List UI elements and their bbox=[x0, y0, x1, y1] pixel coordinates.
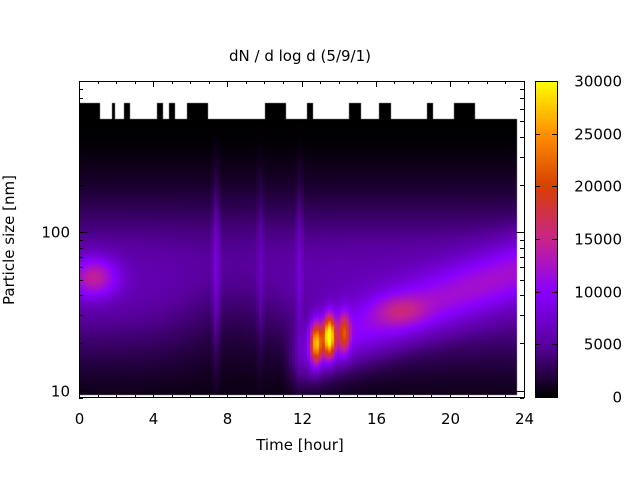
colorbar-tick-label: 30000 bbox=[574, 73, 622, 91]
colorbar-tick-label: 0 bbox=[612, 389, 622, 407]
heatmap bbox=[79, 81, 524, 398]
colorbar-tick-label: 5000 bbox=[584, 336, 622, 354]
chart-title: dN / d log d (5/9/1) bbox=[229, 47, 371, 65]
y-tick-label: 10 bbox=[51, 383, 70, 401]
colorbar-tick-label: 20000 bbox=[574, 178, 622, 196]
colorbar-ticks: 0 5000 10000 15000 20000 25000 30000 bbox=[535, 73, 622, 407]
x-axis-label: Time [hour] bbox=[255, 436, 344, 454]
x-tick-label: 20 bbox=[441, 410, 460, 428]
x-tick-label: 4 bbox=[149, 410, 159, 428]
x-tick-label: 0 bbox=[75, 410, 85, 428]
x-tick-label: 8 bbox=[223, 410, 233, 428]
colorbar-tick-label: 15000 bbox=[574, 231, 622, 249]
x-tick-label: 16 bbox=[367, 410, 386, 428]
colorbar-tick-label: 25000 bbox=[574, 126, 622, 144]
y-tick-label: 100 bbox=[41, 224, 70, 242]
x-tick-label: 12 bbox=[293, 410, 312, 428]
colorbar-tick-label: 10000 bbox=[574, 284, 622, 302]
y-axis: 10 100 bbox=[41, 81, 524, 401]
x-axis: 0 4 8 12 16 20 24 bbox=[75, 81, 534, 428]
colorbar: 0 5000 10000 15000 20000 25000 30000 bbox=[535, 73, 622, 407]
plot-area: 0 4 8 12 16 20 24 10 100 bbox=[41, 81, 534, 428]
y-axis-label: Particle size [nm] bbox=[0, 175, 18, 305]
x-tick-label: 24 bbox=[515, 410, 534, 428]
colorbar-fill bbox=[535, 81, 557, 397]
